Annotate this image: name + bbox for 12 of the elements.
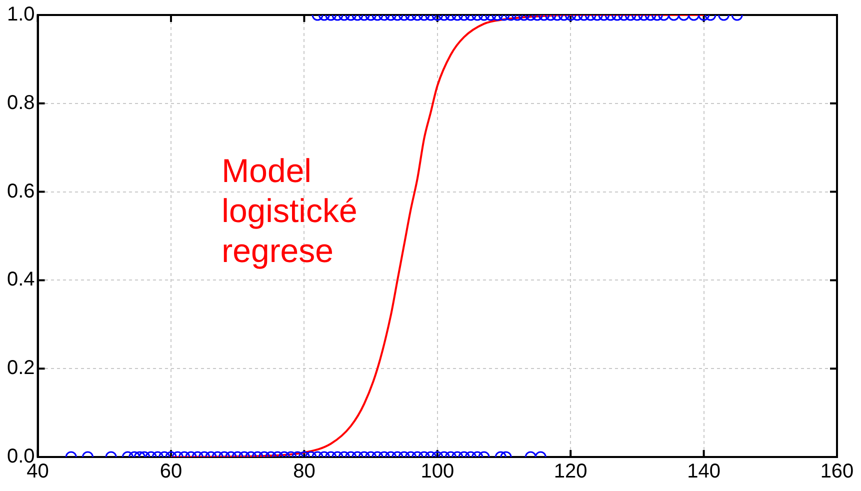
x-tick-label: 140 [687, 460, 720, 483]
y-tick-label: 0.6 [6, 180, 35, 202]
x-tick-label: 60 [160, 460, 182, 483]
x-tick-label: 120 [554, 460, 588, 483]
series-label: Model logistické regrese [222, 152, 358, 270]
y-tick-label: 0.4 [6, 268, 35, 291]
x-tick-label: 80 [293, 460, 316, 483]
y-tick-label: 1.0 [6, 4, 35, 26]
x-tick-label: 100 [420, 460, 454, 483]
y-tick-label: 0.2 [6, 357, 35, 380]
x-tick-label: 160 [820, 460, 854, 483]
y-tick-label: 0.8 [6, 92, 35, 114]
